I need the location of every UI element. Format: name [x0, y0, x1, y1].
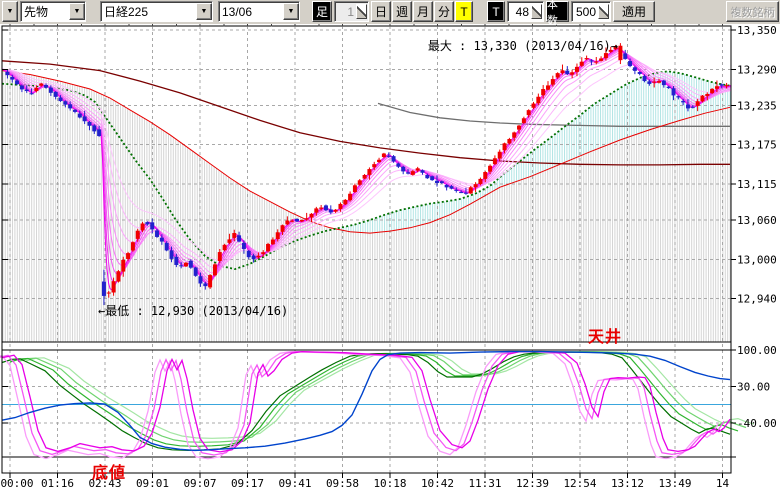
chevron-down-icon[interactable]: ▼ [69, 3, 85, 20]
svg-text:01:16: 01:16 [41, 477, 74, 490]
svg-text:11:31: 11:31 [468, 477, 501, 490]
contract-month-select[interactable]: 13/06 ▼ [218, 1, 300, 22]
svg-text:10:18: 10:18 [373, 477, 406, 490]
tick-count-stepper[interactable]: 48 [507, 1, 544, 22]
symbol-value: 日経225 [104, 5, 149, 19]
spin-button-icon[interactable] [598, 4, 609, 19]
bar-type-label: 足 [315, 5, 328, 19]
svg-text:14: 14 [716, 477, 730, 490]
bottom-annotation: 底値 [92, 465, 127, 482]
multi-symbol-button: 複数銘柄 [726, 1, 779, 22]
svg-text:00:00: 00:00 [0, 477, 33, 490]
svg-text:30.00: 30.00 [737, 380, 770, 393]
bar-count-value: 500 [575, 4, 596, 19]
svg-text:09:07: 09:07 [183, 477, 216, 490]
svg-text:12,940: 12,940 [737, 293, 777, 306]
bar-count-label: 本数 [547, 0, 558, 27]
contract-month-value: 13/06 [222, 4, 253, 19]
spin-button-icon[interactable] [531, 4, 542, 19]
period-minute-label: 分 [437, 5, 450, 19]
period-week-button[interactable]: 週 [392, 1, 412, 22]
period-day-label: 日 [374, 5, 387, 19]
svg-text:13:12: 13:12 [611, 477, 644, 490]
spin-button-icon[interactable] [356, 4, 367, 19]
svg-text:-40.00: -40.00 [737, 417, 777, 430]
svg-text:13,175: 13,175 [737, 139, 777, 152]
svg-text:12:54: 12:54 [563, 477, 596, 490]
category-value: 先物 [24, 5, 49, 19]
chevron-down-icon[interactable]: ▼ [283, 3, 299, 20]
ceiling-annotation: 天井 [588, 329, 623, 346]
chevron-down-icon: ▼ [6, 8, 14, 15]
bar-type-button[interactable]: 足 [312, 1, 332, 22]
svg-text:13,000: 13,000 [737, 253, 777, 266]
symbol-select[interactable]: 日経225 ▼ [100, 1, 213, 22]
svg-text:13,115: 13,115 [737, 178, 777, 191]
period-week-label: 週 [395, 5, 408, 19]
svg-text:02:43: 02:43 [88, 477, 121, 490]
svg-text:09:58: 09:58 [326, 477, 359, 490]
apply-label: 適用 [621, 5, 646, 19]
mini-dropdown-button[interactable]: ▼ [2, 1, 18, 22]
svg-text:09:17: 09:17 [231, 477, 264, 490]
svg-text:13,290: 13,290 [737, 63, 777, 76]
svg-text:100.00: 100.00 [737, 344, 777, 357]
bar-count-stepper[interactable]: 500 [571, 1, 611, 22]
chart-canvas[interactable]: 13,350 13,290 13,235 13,175 13,115 13,060 13,0… [0, 24, 780, 500]
max-price-annotation: 最大 : 13,330 (2013/04/16)→ [427, 39, 618, 53]
bar-interval-value: 1 [347, 4, 354, 19]
tick-size-label: T [492, 4, 500, 19]
tick-count-value: 48 [515, 4, 529, 19]
period-day-button[interactable]: 日 [371, 1, 391, 22]
apply-button[interactable]: 適用 [613, 1, 655, 22]
svg-text:13,350: 13,350 [737, 24, 777, 37]
period-minute-button[interactable]: 分 [434, 1, 454, 22]
chevron-down-icon[interactable]: ▼ [196, 3, 212, 20]
bar-interval-stepper[interactable]: 1 [334, 1, 369, 22]
svg-text:09:01: 09:01 [136, 477, 169, 490]
period-month-label: 月 [416, 5, 429, 19]
svg-text:12:39: 12:39 [516, 477, 549, 490]
tick-mode-button-active[interactable]: T [455, 1, 473, 22]
svg-text:13:49: 13:49 [658, 477, 691, 490]
multi-symbol-label: 複数銘柄 [730, 6, 775, 19]
toolbar: ▼ 先物 ▼ 日経225 ▼ 13/06 ▼ 足 1 日 週 月 分 T T 4… [0, 0, 780, 27]
category-select[interactable]: 先物 ▼ [20, 1, 86, 22]
bar-count-button[interactable]: 本数 [546, 0, 569, 27]
svg-text:13,060: 13,060 [737, 214, 777, 227]
svg-text:09:41: 09:41 [278, 477, 311, 490]
min-price-annotation: ←最低 : 12,930 (2013/04/16) [98, 304, 289, 318]
period-month-button[interactable]: 月 [413, 1, 433, 22]
tick-mode-label: T [460, 4, 468, 19]
svg-text:10:42: 10:42 [421, 477, 454, 490]
tick-size-button[interactable]: T [487, 1, 505, 22]
svg-text:13,235: 13,235 [737, 99, 777, 112]
